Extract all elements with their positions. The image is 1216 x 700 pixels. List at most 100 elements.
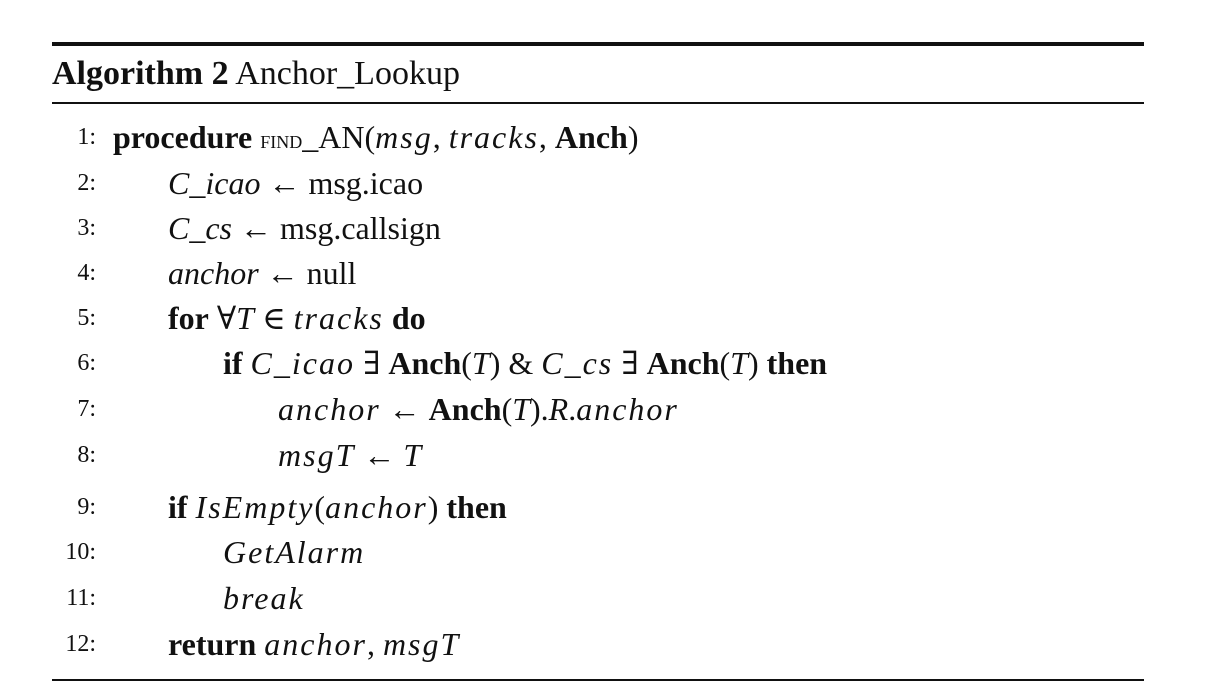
- line-number: 6:: [77, 350, 96, 376]
- line-number: 11:: [66, 585, 96, 611]
- code-token: ∃: [354, 345, 389, 381]
- code-token: tracks: [293, 300, 384, 336]
- algorithm-line: 7: anchor ← Anch(T).R.anchor: [0, 389, 1216, 429]
- code-token: ): [747, 345, 767, 381]
- code-token: break: [223, 580, 305, 616]
- line-number: 7:: [77, 396, 96, 422]
- code-token: for: [168, 300, 209, 336]
- line-number: 12:: [65, 631, 96, 657]
- code-token: anchor: [576, 391, 679, 427]
- bottom-rule: [52, 679, 1144, 681]
- algorithm-line: 10: GetAlarm: [0, 532, 1216, 572]
- code-token: ← msg.callsign: [232, 210, 441, 246]
- code-token: procedure: [113, 119, 253, 155]
- code-token: anchor: [264, 626, 367, 662]
- code-token: then: [766, 345, 828, 381]
- code-token: Anch: [388, 345, 462, 381]
- code-token: C_cs: [168, 210, 232, 246]
- code-token: (: [314, 489, 326, 525]
- line-code: C_icao ← msg.icao: [168, 163, 423, 203]
- algorithm-line: 5: for ∀T ∈ tracks do: [0, 298, 1216, 338]
- code-token: ←: [355, 437, 404, 473]
- algorithm-line: 11: break: [0, 578, 1216, 618]
- line-number: 9:: [77, 494, 96, 520]
- line-code: for ∀T ∈ tracks do: [168, 298, 426, 338]
- code-token: then: [446, 489, 507, 525]
- code-token: anchor: [168, 255, 259, 291]
- code-token: T: [403, 437, 422, 473]
- line-number: 5:: [77, 305, 96, 331]
- line-code: procedure find_AN(msg, tracks, Anch): [113, 117, 638, 160]
- algorithm-name: Anchor_Lookup: [235, 55, 460, 92]
- code-token: ): [427, 489, 447, 525]
- code-token: T: [512, 391, 531, 427]
- code-token: (: [501, 391, 513, 427]
- code-token: [384, 300, 392, 336]
- algorithm-line: 8: msgT ← T: [0, 435, 1216, 475]
- code-token: if: [223, 345, 243, 381]
- code-token: (: [461, 345, 472, 381]
- code-token: IsEmpty: [195, 489, 315, 525]
- code-token: anchor: [278, 391, 381, 427]
- code-token: ∃: [613, 345, 647, 381]
- line-number: 2:: [77, 170, 96, 196]
- line-number: 8:: [77, 442, 96, 468]
- algorithm-line: 6: if C_icao ∃ Anch(T) & C_cs ∃ Anch(T) t…: [0, 343, 1216, 383]
- line-code: return anchor, msgT: [168, 624, 460, 664]
- line-code: break: [223, 578, 305, 618]
- caption-rule: [52, 102, 1144, 104]
- code-token: if: [168, 489, 188, 525]
- line-code: anchor ← null: [168, 253, 356, 293]
- algorithm-line: 4: anchor ← null: [0, 253, 1216, 293]
- code-token: T: [236, 300, 254, 336]
- code-token: _AN(: [302, 119, 376, 155]
- line-number: 3:: [77, 215, 96, 241]
- code-token: Anch: [428, 391, 502, 427]
- code-token: (: [719, 345, 731, 381]
- code-token: ,: [432, 119, 449, 155]
- code-token: ∀: [208, 300, 237, 336]
- code-token: T: [471, 345, 490, 381]
- code-token: ) &: [489, 345, 542, 381]
- code-token: tracks: [448, 119, 539, 155]
- code-token: anchor: [325, 489, 428, 525]
- line-code: GetAlarm: [223, 532, 365, 572]
- code-token: ← null: [258, 255, 357, 291]
- line-code: msgT ← T: [278, 435, 421, 475]
- code-token: [188, 489, 196, 525]
- code-token: Anch: [646, 345, 720, 381]
- line-number: 4:: [77, 260, 96, 286]
- line-number: 1:: [77, 124, 96, 150]
- code-token: msgT: [278, 437, 356, 473]
- code-token: T: [730, 345, 748, 381]
- code-token: [243, 345, 251, 381]
- top-rule: [52, 42, 1144, 46]
- code-token: msg: [375, 119, 433, 155]
- code-token: ∈: [253, 300, 294, 336]
- algorithm-line: 1: procedure find_AN(msg, tracks, Anch): [0, 117, 1216, 157]
- line-code: C_cs ← msg.callsign: [168, 208, 441, 248]
- code-token: GetAlarm: [223, 534, 366, 570]
- code-token: C_cs: [541, 345, 614, 381]
- algorithm-label: Algorithm 2: [52, 55, 229, 92]
- code-token: R: [548, 391, 569, 427]
- code-token: Anch: [554, 119, 628, 155]
- code-token: .: [568, 391, 577, 427]
- code-token: ,: [538, 119, 555, 155]
- line-code: if C_icao ∃ Anch(T) & C_cs ∃ Anch(T) the…: [223, 343, 827, 383]
- code-token: find: [260, 125, 303, 154]
- code-token: return: [168, 626, 257, 662]
- algorithm-caption: Algorithm 2 Anchor_Lookup: [52, 52, 460, 96]
- code-token: ←: [380, 391, 429, 427]
- code-token: do: [391, 300, 426, 336]
- line-code: if IsEmpty(anchor) then: [168, 487, 507, 527]
- algorithm-line: 2: C_icao ← msg.icao: [0, 163, 1216, 203]
- code-token: ).: [530, 391, 549, 427]
- code-token: C_icao: [250, 345, 355, 381]
- algorithm-line: 3: C_cs ← msg.callsign: [0, 208, 1216, 248]
- algorithm-line: 9: if IsEmpty(anchor) then: [0, 487, 1216, 527]
- line-number: 10:: [65, 539, 96, 565]
- code-token: C_icao: [168, 165, 261, 201]
- line-code: anchor ← Anch(T).R.anchor: [278, 389, 679, 429]
- code-token: ): [627, 119, 639, 155]
